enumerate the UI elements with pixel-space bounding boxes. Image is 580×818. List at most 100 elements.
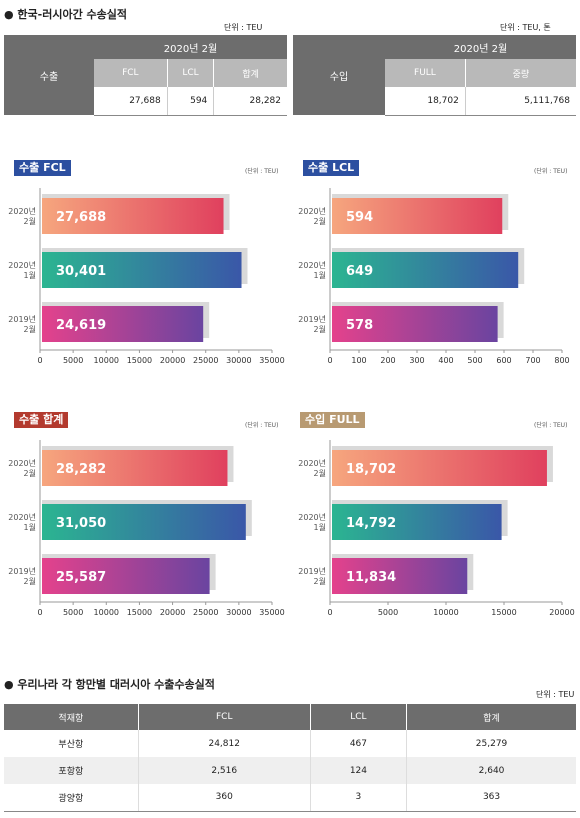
chart3-title: 수출 합계	[14, 412, 69, 428]
export-unit: 단위 : TEU	[224, 23, 263, 32]
x-tick-label: 30000	[226, 608, 251, 617]
import-value-weight: 5,111,768	[465, 87, 576, 116]
bar	[42, 198, 224, 234]
port-fcl: 360	[138, 784, 311, 812]
bar-value-label: 31,050	[56, 516, 106, 531]
bar-value-label: 11,834	[346, 570, 396, 585]
x-tick-label: 5000	[378, 608, 398, 617]
bar-value-label: 578	[346, 318, 373, 333]
bar	[42, 252, 242, 288]
bar-value-label: 594	[346, 210, 373, 225]
x-tick-label: 10000	[433, 608, 458, 617]
chart-import-full: 0 5000 10000 15000 20000 18,702 2020년 2월 14,792 2…	[298, 440, 575, 617]
category-label: 2020년 1월	[8, 512, 36, 532]
bar-value-label: 24,619	[56, 318, 106, 333]
bar-value-label: 14,792	[346, 516, 396, 531]
port-lcl: 124	[310, 757, 408, 784]
port-total: 2,640	[406, 757, 576, 784]
bar-value-label: 27,688	[56, 210, 106, 225]
x-tick-label: 0	[327, 608, 332, 617]
section1-title: ● 한국-러시아간 수송실적	[4, 8, 128, 21]
import-period: 2020년 2월	[385, 35, 576, 59]
category-label: 2019년 2월	[298, 566, 326, 586]
port-total: 25,279	[475, 738, 508, 749]
bar	[42, 558, 210, 594]
bar	[332, 306, 498, 342]
x-tick-label: 35000	[259, 608, 284, 617]
x-tick-label: 500	[467, 356, 482, 365]
x-tick-label: 25000	[193, 608, 218, 617]
table-row: 광양항 360 3 363	[4, 784, 576, 812]
category-label: 2020년 2월	[298, 458, 326, 478]
bar	[332, 504, 502, 540]
bar-value-label: 25,587	[56, 570, 106, 585]
chart-export-lcl: 0 100 200 300 400 500 600 700 800 594 2020년 2월 649 20…	[298, 188, 570, 365]
port-total: 363	[406, 784, 576, 812]
export-header-total: 합계	[213, 59, 287, 87]
x-tick-label: 5000	[63, 608, 83, 617]
x-tick-label: 0	[327, 356, 332, 365]
port-fcl: 2,516	[138, 757, 311, 784]
bar	[42, 504, 246, 540]
x-tick-label: 20000	[549, 608, 574, 617]
chart3-unit: (단위 : TEU)	[245, 422, 279, 429]
bar	[42, 306, 204, 342]
import-value-full: 18,702	[385, 87, 466, 116]
export-header-fcl: FCL	[94, 59, 168, 87]
chart-export-fcl: 0 5000 10000 15000 20000 25000 30000 35000 27,68…	[8, 188, 285, 365]
section2-title: ● 우리나라 각 항만별 대러시아 수출수송실적	[4, 678, 215, 691]
export-header-lcl: LCL	[167, 59, 215, 87]
x-tick-label: 600	[496, 356, 511, 365]
chart1-unit: (단위 : TEU)	[245, 168, 279, 175]
bar	[332, 450, 547, 486]
x-tick-label: 0	[37, 356, 42, 365]
x-tick-label: 400	[438, 356, 453, 365]
chart4-title: 수입 FULL	[300, 412, 365, 428]
category-label: 2020년 1월	[298, 512, 326, 532]
import-header-full: FULL	[385, 59, 466, 87]
category-label: 2020년 2월	[298, 206, 326, 226]
export-row-label: 수출	[4, 35, 94, 115]
x-tick-label: 15000	[127, 608, 152, 617]
x-tick-label: 25000	[193, 356, 218, 365]
x-tick-label: 100	[351, 356, 366, 365]
chart1-title: 수출 FCL	[14, 160, 71, 176]
export-value-lcl: 594	[167, 87, 215, 116]
category-label: 2020년 2월	[8, 206, 36, 226]
category-label: 2019년 2월	[8, 314, 36, 334]
x-tick-label: 15000	[127, 356, 152, 365]
export-table: 수출 2020년 2월 FCL LCL 합계 27,688 594 28,282	[4, 35, 287, 116]
x-tick-label: 15000	[491, 608, 516, 617]
x-tick-label: 800	[554, 356, 569, 365]
export-period: 2020년 2월	[94, 35, 287, 59]
section2-unit: 단위 : TEU	[536, 690, 575, 699]
import-header-weight: 중량	[465, 59, 576, 87]
x-tick-label: 10000	[94, 356, 119, 365]
x-tick-label: 30000	[226, 356, 251, 365]
import-row-label: 수입	[293, 35, 385, 115]
export-value-fcl: 27,688	[94, 87, 168, 116]
chart4-unit: (단위 : TEU)	[534, 422, 568, 429]
port-lcl: 3	[310, 784, 408, 812]
category-label: 2020년 1월	[8, 260, 36, 280]
category-label: 2019년 2월	[298, 314, 326, 334]
x-tick-label: 20000	[160, 608, 185, 617]
x-tick-label: 300	[409, 356, 424, 365]
category-label: 2020년 2월	[8, 458, 36, 478]
bar	[332, 558, 468, 594]
x-tick-label: 0	[37, 608, 42, 617]
port-lcl: 467	[310, 730, 408, 757]
category-label: 2020년 1월	[298, 260, 326, 280]
port-name: 포항항	[4, 757, 139, 784]
bar	[42, 450, 228, 486]
port-fcl: 24,812	[138, 730, 311, 757]
x-tick-label: 200	[380, 356, 395, 365]
port-name: 부산항	[4, 730, 139, 757]
x-tick-label: 35000	[259, 356, 284, 365]
x-tick-label: 700	[525, 356, 540, 365]
chart-export-total: 0 5000 10000 15000 20000 25000 30000 35000 28,28…	[8, 440, 285, 617]
chart2-unit: (단위 : TEU)	[534, 168, 568, 175]
x-tick-label: 5000	[63, 356, 83, 365]
chart2-title: 수출 LCL	[303, 160, 360, 176]
port-header-lcl: LCL	[310, 704, 408, 730]
